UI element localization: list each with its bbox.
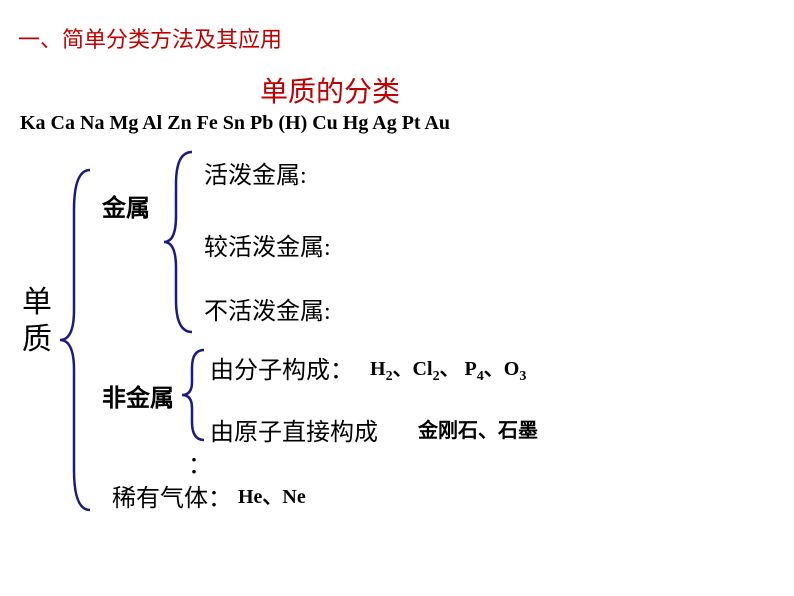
brace-metal bbox=[164, 152, 204, 332]
section-heading: 一、简单分类方法及其应用 bbox=[18, 22, 282, 54]
leaf-inactive-metal: 不活泼金属: bbox=[204, 291, 331, 326]
main-title: 单质的分类 bbox=[260, 70, 400, 110]
leaf-active-metal: 活泼金属: bbox=[204, 155, 307, 190]
slide-stage: 一、简单分类方法及其应用 单质的分类 Ka Ca Na Mg Al Zn Fe … bbox=[0, 0, 794, 596]
leaf-atomic-a: 由原子直接构成 bbox=[210, 412, 378, 447]
leaf-atomic-b: ： bbox=[188, 445, 212, 480]
root-label-line1: 单 bbox=[22, 283, 52, 322]
category-metal: 金属 bbox=[102, 188, 150, 223]
examples-molecular: H2、Cl2、 P4、O3 bbox=[370, 352, 526, 385]
examples-atomic: 金刚石、石墨 bbox=[418, 414, 538, 443]
activity-series: Ka Ca Na Mg Al Zn Fe Sn Pb (H) Cu Hg Ag … bbox=[20, 112, 450, 135]
leaf-rare-gas: 稀有气体： bbox=[112, 478, 232, 513]
brace-nonmetal bbox=[182, 350, 212, 440]
root-label-line2: 质 bbox=[22, 320, 52, 359]
brace-root bbox=[60, 170, 100, 510]
examples-rare-gas: He、Ne bbox=[238, 480, 306, 509]
leaf-molecular: 由分子构成： bbox=[210, 350, 354, 385]
leaf-less-active-metal: 较活泼金属: bbox=[204, 227, 331, 262]
category-nonmetal: 非金属 bbox=[102, 378, 174, 413]
